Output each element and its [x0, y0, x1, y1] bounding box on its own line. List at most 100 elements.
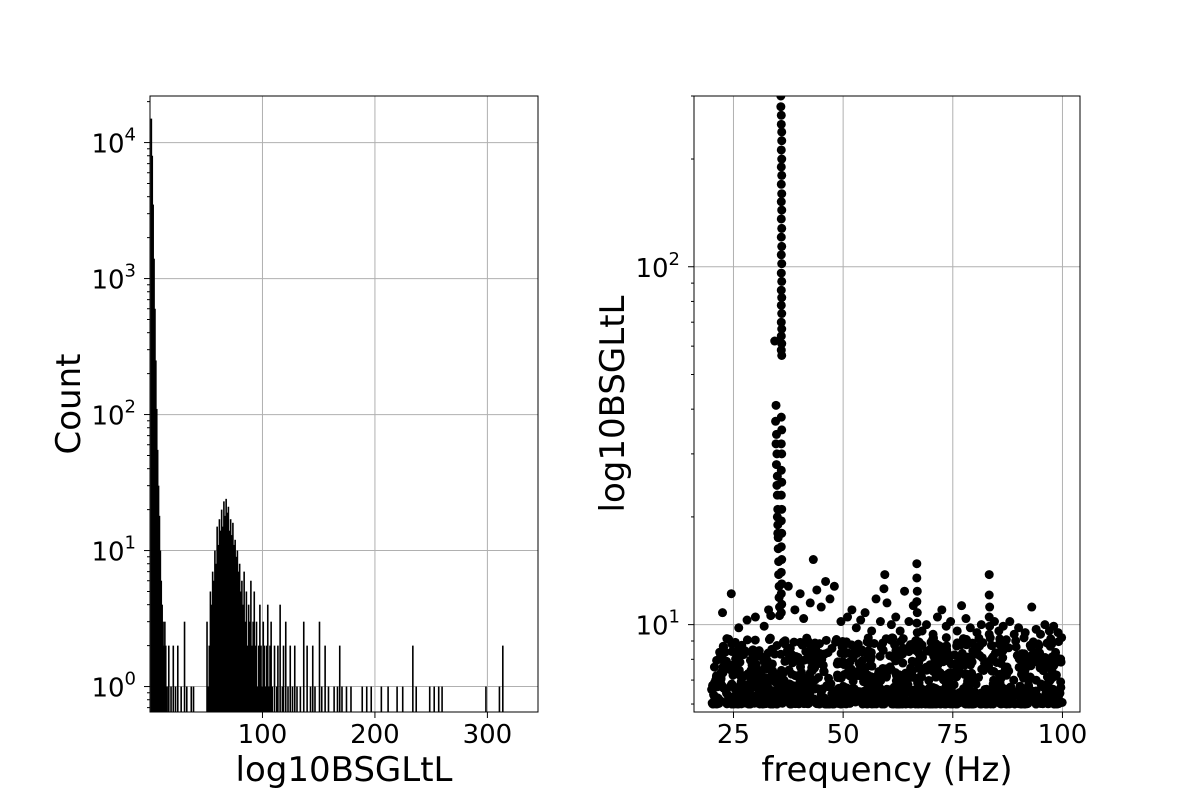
histogram-bar: [219, 530, 222, 712]
scatter-point: [828, 694, 838, 704]
histogram-bar: [433, 686, 436, 712]
scatter-point: [823, 648, 833, 658]
scatter-point: [808, 555, 818, 565]
scatter-point: [847, 605, 857, 615]
scatter-point: [776, 439, 786, 449]
scatter-point: [891, 670, 901, 680]
scatter-point: [988, 699, 998, 709]
histogram-bar: [233, 544, 235, 712]
histogram-bar: [153, 258, 155, 712]
histogram-bar: [265, 645, 268, 712]
scatter-point: [1020, 628, 1030, 638]
scatter-point: [912, 586, 922, 596]
scatter-point: [777, 127, 787, 137]
histogram-bar: [150, 118, 153, 712]
scatter-point: [723, 691, 733, 701]
y-tick-base: 10: [91, 266, 124, 296]
y-tick-label: 103: [91, 261, 136, 296]
scatter-point: [1027, 602, 1037, 612]
histogram-bar: [498, 686, 501, 712]
scatter-point: [875, 617, 885, 627]
histogram-x-axis-label: log10BSGLtL: [236, 750, 453, 790]
scatter-point: [715, 647, 725, 657]
scatter-point: [777, 154, 787, 164]
scatter-point: [785, 653, 795, 663]
scatter-point: [954, 692, 964, 702]
scatter-point: [729, 699, 739, 709]
scatter-point: [742, 635, 752, 645]
scatter-point: [789, 637, 799, 647]
scatter-point: [843, 667, 853, 677]
x-tick-label: 50: [827, 720, 860, 750]
scatter-point: [917, 626, 927, 636]
histogram-bar: [221, 526, 224, 712]
scatter-point: [881, 695, 891, 705]
scatter-point: [777, 136, 787, 146]
scatter-point: [961, 614, 971, 624]
scatter-point: [846, 649, 856, 659]
scatter-point: [976, 620, 986, 630]
scatter-point: [799, 614, 809, 624]
scatter-point: [783, 646, 793, 656]
histogram-bar: [183, 621, 186, 712]
scatter-point: [776, 214, 786, 224]
scatter-point: [776, 542, 786, 552]
histogram-bar: [387, 686, 389, 712]
scatter-point: [960, 669, 970, 679]
scatter-point: [1004, 666, 1014, 676]
scatter-point: [801, 698, 811, 708]
histogram-bar: [156, 449, 159, 712]
histogram-bar: [167, 645, 170, 712]
y-tick-exponent: 3: [125, 261, 136, 282]
scatter-point: [996, 659, 1006, 669]
scatter-point: [805, 598, 815, 608]
scatter-point: [736, 698, 746, 708]
histogram-bar: [215, 563, 217, 712]
histogram-bar: [209, 591, 212, 712]
scatter-point: [776, 102, 786, 112]
scatter-point: [985, 602, 995, 612]
scatter-point: [888, 633, 898, 643]
histogram-bar: [220, 509, 223, 712]
scatter-point: [1052, 657, 1062, 667]
scatter-point: [900, 586, 910, 596]
scatter-point: [891, 656, 901, 666]
scatter-point: [944, 656, 954, 666]
scatter-point: [766, 611, 776, 621]
scatter-point: [754, 698, 764, 708]
scatter-point: [863, 689, 873, 699]
scatter-point: [921, 662, 931, 672]
histogram-bar: [428, 686, 431, 712]
scatter-point: [836, 688, 846, 698]
scatter-point: [912, 559, 922, 569]
histogram-bar: [185, 686, 188, 712]
histogram-bar: [271, 686, 274, 712]
scatter-point: [777, 555, 787, 565]
histogram-bar: [160, 580, 163, 712]
y-tick-exponent: 2: [125, 397, 136, 418]
scatter-point: [971, 679, 981, 689]
scatter-point: [893, 699, 903, 709]
scatter-point: [1025, 640, 1035, 650]
scatter-point: [777, 276, 787, 286]
histogram-bar: [155, 408, 158, 712]
scatter-point: [857, 647, 867, 657]
scatter-point: [776, 300, 786, 310]
scatter-point: [932, 612, 942, 622]
scatter-point: [777, 425, 787, 435]
scatter-point: [903, 680, 913, 690]
scatter-point: [941, 633, 951, 643]
scatter-point: [777, 504, 787, 514]
scatter-point: [776, 268, 786, 278]
histogram-bar: [365, 686, 368, 712]
scatter-point: [912, 597, 922, 607]
histogram-bar: [281, 686, 284, 712]
scatter-point: [983, 660, 993, 670]
scatter-point: [1014, 623, 1024, 633]
scatter-point: [1046, 685, 1056, 695]
scatter-point: [879, 584, 889, 594]
scatter-point: [776, 250, 786, 260]
histogram-bar: [341, 686, 343, 712]
histogram-bar: [266, 604, 269, 712]
scatter-point: [745, 698, 755, 708]
